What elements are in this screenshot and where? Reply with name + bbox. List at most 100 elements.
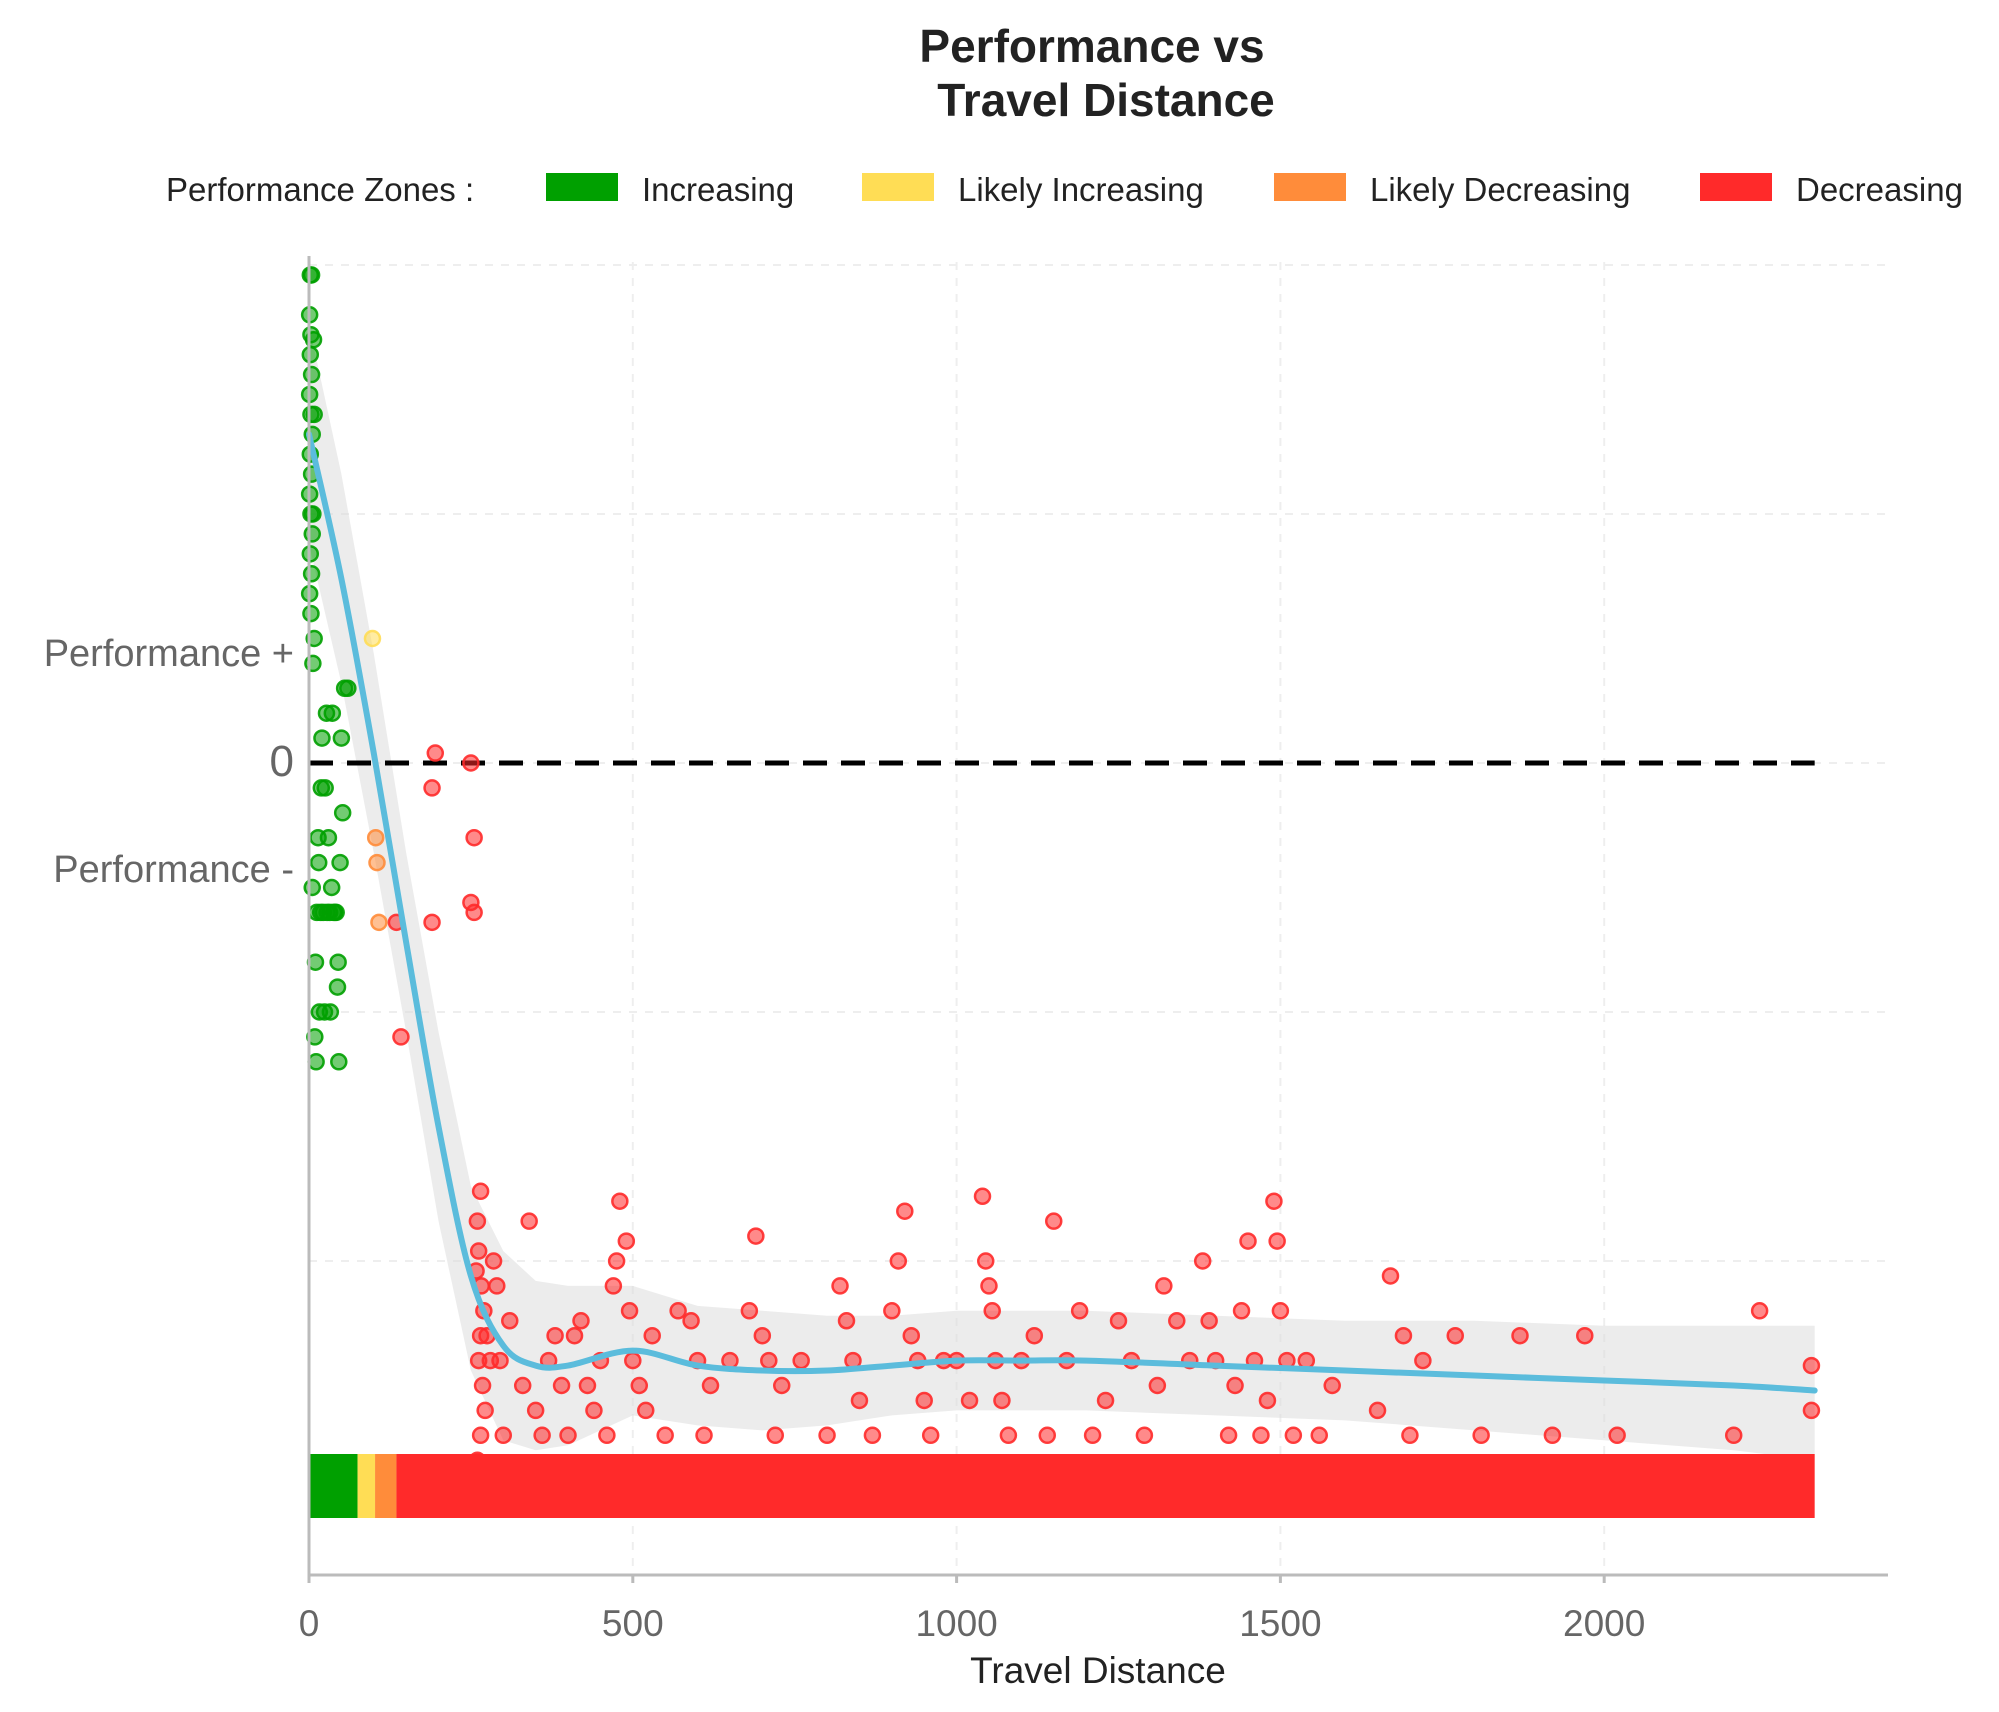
legend: Performance Zones : Increasing Likely In… — [166, 171, 1963, 208]
point-decreasing — [468, 1212, 487, 1230]
point-decreasing — [423, 913, 441, 932]
point-decreasing — [484, 1252, 503, 1270]
point-decreasing — [682, 1312, 700, 1330]
chart-title-line-2: Travel Distance — [937, 74, 1275, 126]
legend-swatch-likely-decreasing — [1274, 173, 1346, 201]
scatter-points — [300, 266, 1821, 1469]
zone-bar-decreasing — [396, 1454, 1815, 1518]
point-decreasing — [753, 1326, 772, 1345]
point-decreasing — [1543, 1426, 1562, 1445]
point-decreasing — [792, 1351, 810, 1370]
point-increasing — [302, 604, 320, 623]
point-decreasing — [620, 1302, 639, 1320]
point-decreasing — [960, 1391, 979, 1410]
point-decreasing — [1044, 1212, 1063, 1230]
point-increasing — [307, 1053, 325, 1071]
point-decreasing — [501, 1312, 519, 1330]
legend-label-likely-increasing: Likely Increasing — [958, 171, 1204, 208]
point-decreasing — [559, 1426, 577, 1445]
point-decreasing — [465, 828, 483, 847]
point-increasing — [306, 1028, 324, 1046]
point-likely-increasing — [363, 629, 382, 648]
zone-bar — [309, 1454, 1815, 1518]
point-decreasing — [1258, 1391, 1277, 1410]
point-decreasing — [902, 1326, 921, 1345]
point-decreasing — [1083, 1426, 1102, 1445]
point-decreasing — [578, 1376, 597, 1395]
point-decreasing — [1297, 1351, 1316, 1370]
point-decreasing — [1193, 1252, 1212, 1270]
point-decreasing — [695, 1426, 713, 1445]
point-increasing — [309, 853, 328, 872]
point-decreasing — [1511, 1326, 1529, 1345]
point-decreasing — [740, 1302, 759, 1320]
point-increasing — [331, 853, 349, 872]
point-decreasing — [863, 1426, 882, 1445]
legend-swatch-increasing — [546, 173, 618, 201]
point-decreasing — [983, 1302, 1001, 1320]
point-decreasing — [1135, 1426, 1154, 1445]
point-decreasing — [1268, 1232, 1286, 1250]
x-axis-title: Travel Distance — [970, 1650, 1226, 1691]
point-decreasing — [1219, 1426, 1238, 1445]
point-decreasing — [921, 1426, 940, 1445]
point-increasing — [302, 365, 321, 384]
point-decreasing — [471, 1182, 490, 1201]
point-increasing — [303, 878, 321, 897]
y-label-performance-minus: Performance - — [53, 849, 294, 891]
point-decreasing — [701, 1376, 720, 1395]
point-decreasing — [896, 1202, 914, 1220]
point-decreasing — [1226, 1376, 1244, 1395]
point-decreasing — [643, 1326, 661, 1345]
x-tick-label: 2000 — [1563, 1603, 1645, 1644]
point-decreasing — [488, 1277, 506, 1295]
legend-label-likely-decreasing: Likely Decreasing — [1370, 171, 1630, 208]
point-decreasing — [585, 1401, 603, 1420]
point-decreasing — [1608, 1426, 1626, 1445]
point-decreasing — [1401, 1426, 1419, 1445]
point-decreasing — [1168, 1312, 1186, 1330]
legend-label-increasing: Increasing — [642, 171, 794, 208]
point-decreasing — [1323, 1376, 1341, 1395]
point-increasing — [329, 953, 347, 971]
point-decreasing — [1414, 1351, 1432, 1370]
point-decreasing — [1096, 1391, 1115, 1410]
point-increasing — [302, 565, 321, 583]
zone-bar-likely-decreasing — [375, 1454, 397, 1518]
point-decreasing — [1750, 1302, 1769, 1320]
point-decreasing — [565, 1326, 584, 1345]
point-decreasing — [1038, 1426, 1057, 1445]
point-decreasing — [604, 1277, 623, 1295]
point-increasing — [309, 828, 327, 847]
point-increasing — [302, 266, 321, 284]
legend-title: Performance Zones : — [166, 171, 474, 208]
point-decreasing — [1472, 1426, 1490, 1445]
point-decreasing — [818, 1426, 836, 1445]
point-increasing — [313, 729, 331, 747]
point-decreasing — [471, 1426, 490, 1445]
point-decreasing — [491, 1351, 509, 1370]
point-decreasing — [611, 1192, 629, 1210]
x-tick-label: 0 — [299, 1603, 320, 1644]
point-increasing — [330, 1053, 348, 1071]
point-decreasing — [423, 779, 441, 797]
point-increasing — [328, 978, 347, 996]
point-decreasing — [1724, 1426, 1743, 1445]
point-decreasing — [1271, 1302, 1290, 1320]
point-increasing — [312, 779, 331, 797]
point-decreasing — [1155, 1277, 1173, 1295]
point-decreasing — [1252, 1426, 1270, 1445]
legend-swatch-likely-increasing — [862, 173, 934, 201]
point-likely-decreasing — [370, 913, 388, 932]
point-increasing — [327, 903, 345, 922]
point-decreasing — [1239, 1232, 1257, 1250]
point-decreasing — [1802, 1356, 1821, 1375]
legend-label-decreasing: Decreasing — [1796, 171, 1963, 208]
point-decreasing — [607, 1252, 626, 1270]
point-decreasing — [462, 754, 480, 772]
point-decreasing — [980, 1277, 998, 1295]
point-increasing — [322, 878, 341, 897]
point-decreasing — [1148, 1376, 1167, 1395]
point-decreasing — [1025, 1326, 1044, 1345]
